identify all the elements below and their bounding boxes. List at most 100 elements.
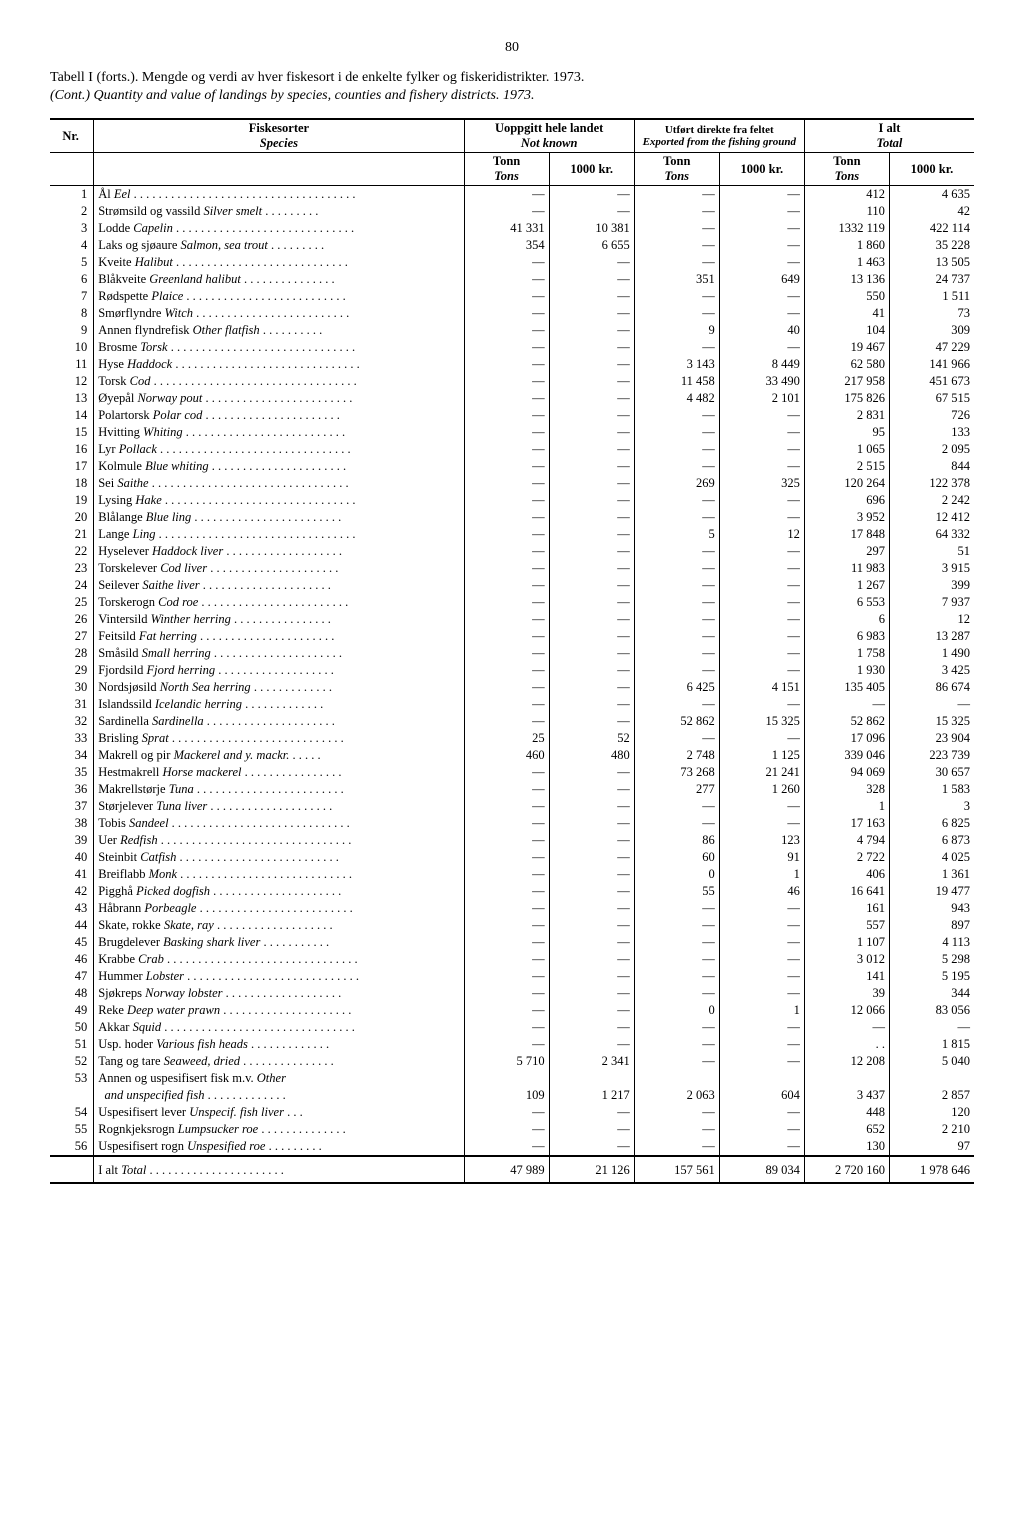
cell-b: 1 217 <box>549 1087 634 1104</box>
row-species: Pigghå Picked dogfish . . . . . . . . . … <box>94 883 464 900</box>
cell-b: — <box>549 662 634 679</box>
cell-e: 17 848 <box>804 526 889 543</box>
row-species: Kolmule Blue whiting . . . . . . . . . .… <box>94 458 464 475</box>
cell-a: — <box>464 866 549 883</box>
row-species: Kveite Halibut . . . . . . . . . . . . .… <box>94 254 464 271</box>
row-species: Sei Saithe . . . . . . . . . . . . . . .… <box>94 475 464 492</box>
cell-f: 943 <box>889 900 974 917</box>
cell-d: 91 <box>719 849 804 866</box>
total-a: 47 989 <box>464 1156 549 1183</box>
row-nr: 43 <box>50 900 94 917</box>
cell-d: 15 325 <box>719 713 804 730</box>
cell-c: 86 <box>634 832 719 849</box>
cell-d: 2 101 <box>719 390 804 407</box>
table-row: 45Brugdelever Basking shark liver . . . … <box>50 934 974 951</box>
cell-e: 52 862 <box>804 713 889 730</box>
cell-d: — <box>719 730 804 747</box>
row-nr: 52 <box>50 1053 94 1070</box>
row-nr: 47 <box>50 968 94 985</box>
cell-c: — <box>634 628 719 645</box>
table-row: 30Nordsjøsild North Sea herring . . . . … <box>50 679 974 696</box>
cell-c: — <box>634 1121 719 1138</box>
cell-e: 4 794 <box>804 832 889 849</box>
row-nr: 37 <box>50 798 94 815</box>
cell-c: — <box>634 611 719 628</box>
cell-c: — <box>634 798 719 815</box>
cell-a: — <box>464 560 549 577</box>
row-species: Lysing Hake . . . . . . . . . . . . . . … <box>94 492 464 509</box>
cell-e: 2 515 <box>804 458 889 475</box>
row-nr: 27 <box>50 628 94 645</box>
row-nr: 2 <box>50 203 94 220</box>
cell-e: 94 069 <box>804 764 889 781</box>
row-nr: 39 <box>50 832 94 849</box>
row-nr: 5 <box>50 254 94 271</box>
table-row: 55Rognkjeksrogn Lumpsucker roe . . . . .… <box>50 1121 974 1138</box>
row-nr: 21 <box>50 526 94 543</box>
cell-e: 448 <box>804 1104 889 1121</box>
row-nr: 18 <box>50 475 94 492</box>
cell-d: 46 <box>719 883 804 900</box>
row-nr: 19 <box>50 492 94 509</box>
cell-d: — <box>719 254 804 271</box>
cell-d: — <box>719 985 804 1002</box>
row-species: Lange Ling . . . . . . . . . . . . . . .… <box>94 526 464 543</box>
cell-f: 51 <box>889 543 974 560</box>
cell-c: — <box>634 254 719 271</box>
cell-e: 1 758 <box>804 645 889 662</box>
row-nr: 1 <box>50 186 94 204</box>
row-species: Blåkveite Greenland halibut . . . . . . … <box>94 271 464 288</box>
cell-e: 175 826 <box>804 390 889 407</box>
cell-a: — <box>464 458 549 475</box>
row-species: Brosme Torsk . . . . . . . . . . . . . .… <box>94 339 464 356</box>
table-row: 5Kveite Halibut . . . . . . . . . . . . … <box>50 254 974 271</box>
table-row: 43Håbrann Porbeagle . . . . . . . . . . … <box>50 900 974 917</box>
cell-f: 3 <box>889 798 974 815</box>
cell-f: 83 056 <box>889 1002 974 1019</box>
table-row: 22Hyselever Haddock liver . . . . . . . … <box>50 543 974 560</box>
cell-c: — <box>634 1036 719 1053</box>
cell-c: — <box>634 220 719 237</box>
cell-d: — <box>719 1019 804 1036</box>
cell-a: — <box>464 951 549 968</box>
cell-e: 11 983 <box>804 560 889 577</box>
cell-a: — <box>464 611 549 628</box>
cell-f: 12 <box>889 611 974 628</box>
cell-b: — <box>549 526 634 543</box>
cell-d: — <box>719 1138 804 1156</box>
cell-f: 3 425 <box>889 662 974 679</box>
row-species: Hyse Haddock . . . . . . . . . . . . . .… <box>94 356 464 373</box>
cell-c: — <box>634 237 719 254</box>
cell-b: — <box>549 458 634 475</box>
row-species-cont: and unspecified fish . . . . . . . . . .… <box>94 1087 464 1104</box>
header-exported-en: Exported from the fishing ground <box>643 136 796 148</box>
cell-f: 2 095 <box>889 441 974 458</box>
cell-a: — <box>464 390 549 407</box>
table-row: 23Torskelever Cod liver . . . . . . . . … <box>50 560 974 577</box>
cell-a: — <box>464 1019 549 1036</box>
header-nr: Nr. <box>50 119 94 153</box>
row-species: Makrell og pir Mackerel and y. mackr. . … <box>94 747 464 764</box>
cell-a: 109 <box>464 1087 549 1104</box>
header-total-en: Total <box>876 136 902 150</box>
cell-f: 12 412 <box>889 509 974 526</box>
cell-c: 2 748 <box>634 747 719 764</box>
cell-c: — <box>634 288 719 305</box>
row-nr: 6 <box>50 271 94 288</box>
row-species: Rødspette Plaice . . . . . . . . . . . .… <box>94 288 464 305</box>
cell-a: — <box>464 917 549 934</box>
cell-f: 2 857 <box>889 1087 974 1104</box>
cell-f: 42 <box>889 203 974 220</box>
cell-c: — <box>634 900 719 917</box>
cell-f: 23 904 <box>889 730 974 747</box>
row-nr: 8 <box>50 305 94 322</box>
table-row: 12Torsk Cod . . . . . . . . . . . . . . … <box>50 373 974 390</box>
cell-c: — <box>634 577 719 594</box>
cell-c: — <box>634 1019 719 1036</box>
cell-c: — <box>634 186 719 204</box>
cell-a: — <box>464 424 549 441</box>
header-total: I alt Total <box>804 119 974 153</box>
cell-c: — <box>634 203 719 220</box>
row-species: Makrellstørje Tuna . . . . . . . . . . .… <box>94 781 464 798</box>
row-nr: 34 <box>50 747 94 764</box>
